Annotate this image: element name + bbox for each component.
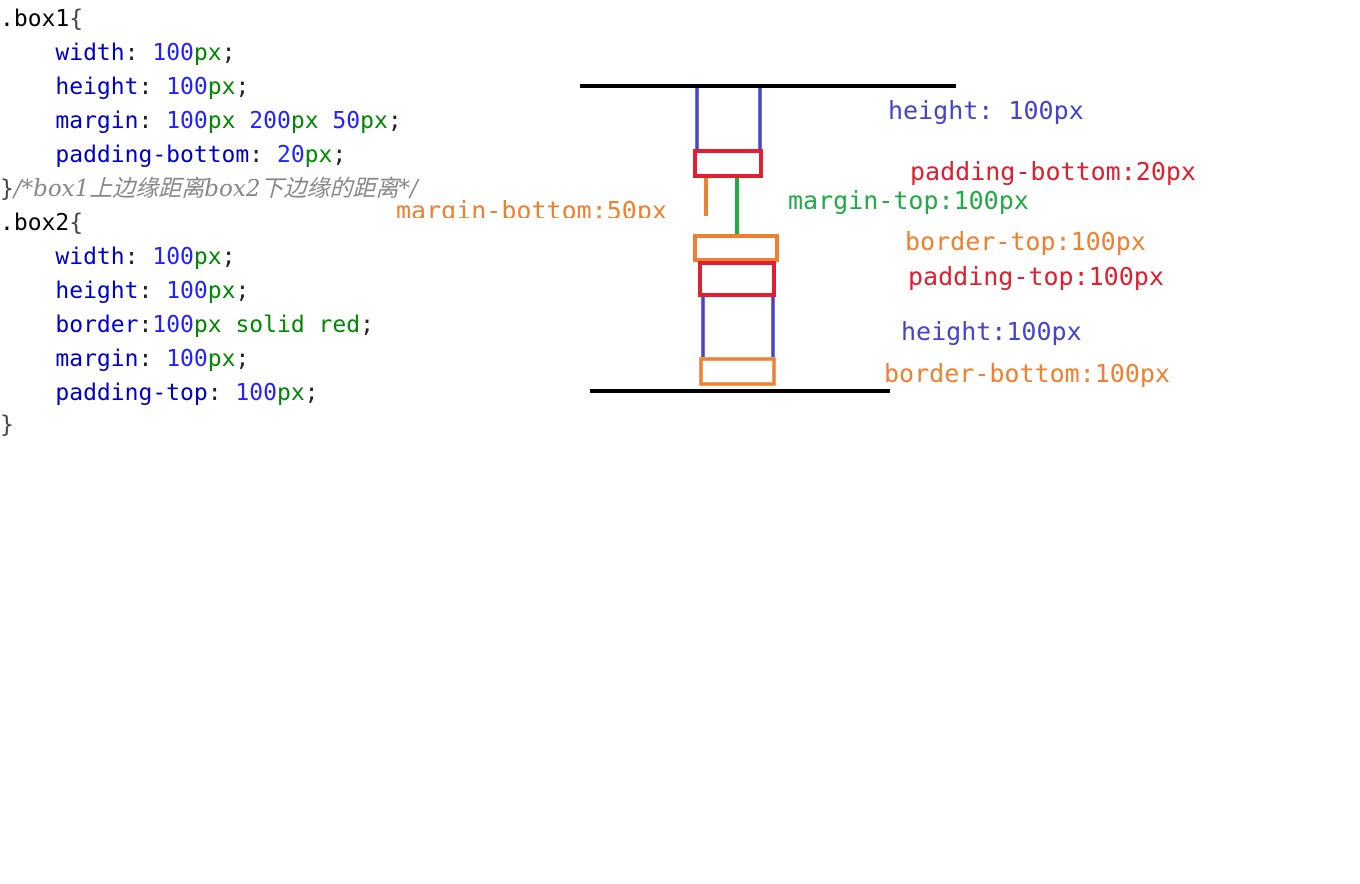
prop-value: 100 [166, 346, 208, 372]
brace-close: } [0, 412, 14, 438]
label-margin-top: margin-top:100px [788, 186, 1029, 215]
label-margin-bottom: margin-bottom:50px [396, 196, 667, 218]
label-margin-bottom-clip: margin-bottom:50px [396, 194, 696, 218]
unit: px [290, 108, 319, 134]
label-border-top: border-top:100px [905, 227, 1146, 256]
prop-value: 100 [166, 278, 208, 304]
label-height-bottom: height:100px [901, 317, 1082, 346]
prop-value: 100 [152, 312, 194, 338]
code-line-box2-padding: padding-top: 100px; [55, 380, 319, 406]
brace-close: } [0, 176, 14, 202]
box2-selector: .box2 [0, 210, 70, 236]
unit: px [207, 278, 236, 304]
prop-name: height [55, 278, 139, 304]
box1-selector: .box1 [0, 6, 70, 32]
prop-value: 200 [249, 108, 291, 134]
label-padding-bottom: padding-bottom:20px [910, 157, 1196, 186]
code-line-box2-close: } [0, 408, 14, 442]
brace-open: { [69, 210, 84, 236]
border-style-value: solid red [235, 312, 361, 338]
prop-value: 100 [152, 244, 194, 270]
box2-border-bottom-rect [699, 357, 776, 386]
code-line-box1-width: width: 100px; [55, 40, 236, 66]
code-line-box1-selector: .box1{ [0, 2, 83, 36]
code-line-box2-selector: .box2{ [0, 206, 83, 240]
code-line-box2-border: border:100px solid red; [55, 312, 374, 338]
code-line-box1-height: height: 100px; [55, 74, 250, 100]
prop-name: padding-bottom [55, 142, 250, 168]
label-border-bottom: border-bottom:100px [884, 359, 1170, 388]
prop-value: 50 [332, 108, 361, 134]
prop-value: 100 [166, 74, 208, 100]
code-line-box1-padding: padding-bottom: 20px; [55, 142, 347, 168]
code-comment: /*box1上边缘距离box2下边缘的距离*/ [13, 176, 418, 202]
unit: px [360, 108, 388, 134]
unit: px [276, 380, 305, 406]
code-line-box2-margin: margin: 100px; [55, 346, 250, 372]
prop-name: width [55, 40, 125, 66]
prop-value: 100 [166, 108, 208, 134]
unit: px [193, 244, 222, 270]
label-height-top: height: 100px [888, 96, 1084, 125]
code-line-box2-width: width: 100px; [55, 244, 236, 270]
unit: px [304, 142, 333, 168]
code-line-box1-close: }/*box1上边缘距离box2下边缘的距离*/ [0, 172, 418, 206]
box1-padding-bottom-rect [693, 149, 763, 178]
prop-name: margin [55, 108, 139, 134]
box2-border-top-rect [693, 234, 779, 262]
prop-value: 20 [276, 142, 305, 168]
prop-name: margin [55, 346, 139, 372]
prop-name: border [55, 312, 139, 338]
unit: px [193, 40, 222, 66]
brace-open: { [69, 6, 84, 32]
prop-name: height [55, 74, 139, 100]
prop-name: width [55, 244, 125, 270]
prop-value: 100 [152, 40, 194, 66]
prop-value: 100 [235, 380, 277, 406]
unit: px [207, 108, 236, 134]
code-line-box2-height: height: 100px; [55, 278, 250, 304]
unit: px [207, 346, 236, 372]
prop-name: padding-top [55, 380, 208, 406]
box2-padding-top-rect [698, 261, 776, 297]
label-padding-top: padding-top:100px [908, 262, 1164, 291]
css-code-block: .box1{ width: 100px; height: 100px; marg… [0, 0, 418, 884]
unit: px [207, 74, 236, 100]
unit: px [193, 312, 222, 338]
code-line-box1-margin: margin: 100px 200px 50px; [55, 108, 402, 134]
box-model-diagram [580, 84, 956, 393]
